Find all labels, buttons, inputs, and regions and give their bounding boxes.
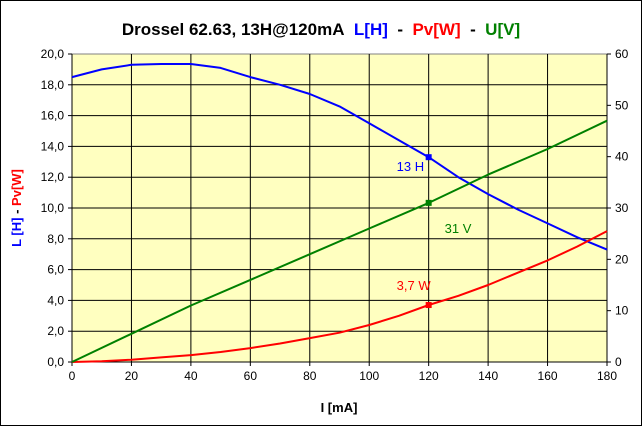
- y-title-part-2: Pv[W]: [9, 169, 24, 206]
- y-right-tick-label: 20: [615, 252, 629, 266]
- y-left-tick-label: 20,0: [41, 47, 65, 61]
- annotation-label-0: 13 H: [397, 159, 424, 174]
- y-left-tick-label: 0,0: [47, 355, 64, 369]
- x-tick-label: 180: [597, 369, 617, 383]
- x-tick-label: 100: [359, 369, 379, 383]
- annotation-label-1: 31 V: [445, 221, 472, 236]
- y-right-tick-label: 60: [615, 47, 629, 61]
- x-tick-label: 0: [69, 369, 76, 383]
- title-part-1: L[H]: [344, 20, 387, 39]
- y-left-tick-label: 8,0: [47, 232, 64, 246]
- y-left-tick-label: 6,0: [47, 263, 64, 277]
- y-right-tick-label: 0: [615, 355, 622, 369]
- axes: 0 20 40 60 80 100 120 140 160 1800,02,04,06,08,01…: [41, 47, 629, 383]
- grid-lines: [72, 54, 607, 362]
- y-left-tick-label: 16,0: [41, 109, 65, 123]
- y-axis-title-left: L [H] - Pv[W]: [9, 169, 24, 247]
- y-left-tick-label: 2,0: [47, 324, 64, 338]
- series-line-1: [71, 230, 608, 363]
- y-right-tick-label: 30: [615, 201, 629, 215]
- annotation-marker-2: [425, 302, 432, 309]
- title-part-3: Pv[W]: [403, 20, 461, 39]
- x-tick-label: 40: [184, 369, 198, 383]
- y-title-part-0: L [H]: [9, 218, 24, 247]
- x-tick-label: 20: [125, 369, 139, 383]
- y-left-tick-label: 18,0: [41, 78, 65, 92]
- series-line-2: [71, 119, 608, 363]
- x-tick-label: 120: [419, 369, 439, 383]
- annotation-label-2: 3,7 W: [397, 278, 432, 293]
- series-line-0: [71, 63, 608, 251]
- annotations: 13 H 31 V 3,7 W: [397, 154, 472, 309]
- annotation-marker-1: [425, 199, 432, 206]
- y-right-tick-label: 10: [615, 304, 629, 318]
- y-left-tick-label: 12,0: [41, 170, 65, 184]
- series-layer: [71, 63, 608, 363]
- y-left-tick-label: 4,0: [47, 293, 64, 307]
- y-left-tick-label: 10,0: [41, 201, 65, 215]
- title-part-4: -: [461, 20, 476, 39]
- y-left-tick-label: 14,0: [41, 139, 65, 153]
- y-right-tick-label: 40: [615, 150, 629, 164]
- annotation-marker-0: [425, 154, 432, 161]
- y-right-tick-label: 50: [615, 98, 629, 112]
- y-title-part-1: -: [9, 206, 24, 218]
- chart-title: Drossel 62.63, 13H@120mA L[H] - Pv[W] - …: [122, 20, 520, 39]
- title-part-2: -: [388, 20, 403, 39]
- x-tick-label: 140: [478, 369, 498, 383]
- title-part-0: Drossel 62.63, 13H@120mA: [122, 20, 345, 39]
- x-axis-title: I [mA]: [321, 400, 358, 415]
- x-tick-label: 80: [303, 369, 317, 383]
- title-part-5: U[V]: [476, 20, 520, 39]
- x-tick-label: 160: [538, 369, 558, 383]
- x-tick-label: 60: [244, 369, 258, 383]
